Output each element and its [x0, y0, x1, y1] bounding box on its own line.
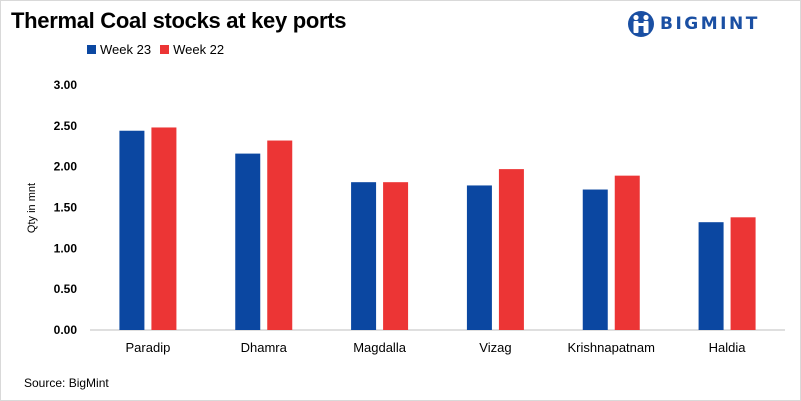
brand-logo: BIGMINT	[627, 10, 760, 38]
bar-vizag-week-22	[498, 169, 524, 330]
bar-paradip-week-23	[119, 130, 145, 330]
y-tick-label-5: 2.50	[54, 119, 78, 133]
source-note: Source: BigMint	[24, 376, 109, 390]
x-tick-label-vizag: Vizag	[479, 340, 511, 355]
bar-dhamra-week-22	[267, 140, 293, 330]
y-tick-label-2: 1.00	[54, 241, 78, 255]
bar-haldia-week-22	[730, 217, 756, 330]
x-tick-label-magdalla: Magdalla	[353, 340, 407, 355]
y-tick-label-0: 0.00	[54, 323, 78, 337]
legend-swatch-week-22	[160, 45, 170, 54]
legend: Week 23 Week 22	[87, 42, 233, 57]
bigmint-logo-icon	[628, 11, 654, 37]
bar-paradip-week-22	[151, 127, 177, 330]
x-tick-label-dhamra: Dhamra	[241, 340, 288, 355]
legend-item-week-23: Week 23	[87, 42, 151, 57]
legend-label-week-23: Week 23	[100, 42, 152, 57]
brand-name: BIGMINT	[660, 14, 760, 34]
x-tick-label-krishnapatnam: Krishnapatnam	[568, 340, 655, 355]
bar-vizag-week-23	[466, 185, 492, 330]
y-tick-label-3: 1.50	[54, 201, 78, 215]
x-tick-label-paradip: Paradip	[126, 340, 171, 355]
bar-dhamra-week-23	[235, 153, 261, 330]
y-tick-label-4: 2.00	[54, 160, 78, 174]
bar-magdalla-week-22	[383, 182, 409, 330]
chart-title: Thermal Coal stocks at key ports	[11, 8, 347, 33]
x-tick-label-haldia: Haldia	[709, 340, 747, 355]
legend-swatch-week-23	[87, 45, 96, 54]
y-tick-label-1: 0.50	[54, 282, 78, 296]
bar-haldia-week-23	[698, 222, 724, 330]
legend-item-week-22: Week 22	[160, 42, 224, 57]
bar-krishnapatnam-week-22	[614, 175, 640, 330]
legend-label-week-22: Week 22	[173, 42, 225, 57]
y-tick-label-6: 3.00	[54, 78, 78, 92]
bar-krishnapatnam-week-23	[582, 189, 608, 330]
bar-magdalla-week-23	[351, 182, 377, 330]
